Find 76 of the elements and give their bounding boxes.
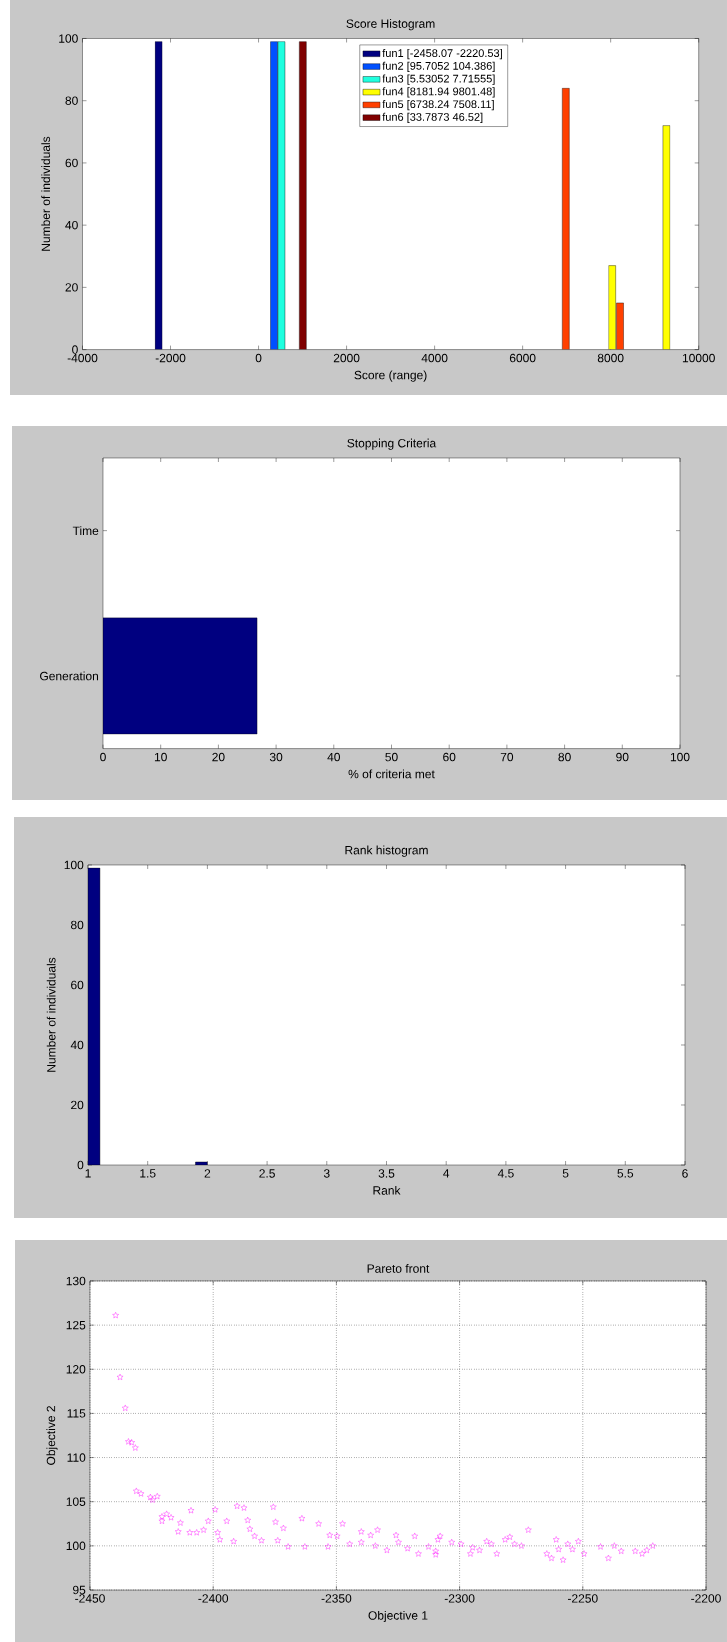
x-tick-label: 2.5: [259, 1169, 275, 1178]
y-tick-label: 0: [77, 1160, 84, 1170]
y-tick-label: 120: [66, 1365, 86, 1374]
bar: [154, 41, 163, 350]
y-tick-label: 60: [65, 158, 78, 168]
x-axis-title: Objective 1: [368, 1610, 428, 1623]
chart-title: Rank histogram: [345, 845, 428, 857]
x-tick-label: 6000: [509, 353, 536, 363]
x-tick-label: 80: [558, 752, 571, 762]
x-tick-label: 0: [255, 353, 262, 363]
x-tick-label: -2250: [567, 1594, 598, 1603]
legend-label: fun6 [33.7873 46.52]: [382, 112, 483, 124]
x-tick-label: 30: [269, 752, 283, 762]
x-tick-label: 8000: [597, 353, 624, 363]
chart-title: Pareto front: [367, 1263, 430, 1273]
legend-label: fun5 [6738.24 7508.11]: [382, 100, 494, 111]
legend-label: fun2 [95.7052 104.386]: [382, 61, 495, 72]
x-tick-label: 0: [100, 752, 106, 762]
legend-label: fun3 [5.53052 7.71555]: [382, 74, 495, 85]
x-tick-label: 4000: [421, 353, 448, 363]
y-tick-label: 95: [73, 1585, 86, 1595]
x-tick-label: -2300: [444, 1594, 475, 1603]
y-tick-label: 100: [66, 1541, 86, 1551]
x-tick-label: 3: [323, 1169, 330, 1178]
y-tick-label: 40: [70, 1040, 84, 1050]
y-axis-title: Number of individuals: [46, 957, 56, 1072]
y-tick-label: 80: [65, 96, 78, 105]
chart-title: Score Histogram: [346, 19, 435, 31]
x-tick-label: 10: [154, 752, 167, 762]
x-tick-label: 60: [443, 752, 456, 762]
y-axis-title: Objective 2: [46, 1406, 58, 1465]
x-tick-label: 2: [204, 1169, 211, 1178]
x-tick-label: 6: [682, 1169, 688, 1178]
y-tick-label: 20: [65, 283, 78, 292]
x-axis-title: Score (range): [354, 370, 427, 382]
x-tick-label: -2200: [691, 1594, 721, 1603]
y-tick-label: 0: [72, 345, 78, 354]
chart-title: Stopping Criteria: [347, 438, 437, 450]
y-tick-label: Generation: [40, 671, 99, 681]
x-tick-label: -2350: [321, 1594, 352, 1603]
y-tick-label: 80: [70, 920, 84, 930]
x-tick-label: 5.5: [617, 1169, 634, 1178]
x-tick-label: 1.5: [140, 1169, 156, 1178]
x-tick-label: 20: [212, 752, 225, 762]
x-tick-label: 40: [327, 752, 341, 762]
x-tick-label: 3.5: [378, 1169, 395, 1178]
x-tick-label: -2000: [155, 353, 186, 363]
x-tick-label: 1: [85, 1169, 91, 1178]
x-tick-label: 50: [385, 752, 398, 762]
y-tick-label: 100: [64, 860, 84, 870]
y-tick-label: 60: [71, 980, 84, 990]
x-tick-label: 4: [443, 1169, 450, 1178]
y-tick-label: 40: [65, 220, 78, 230]
x-tick-label: 70: [500, 752, 514, 762]
x-tick-label: -2400: [198, 1594, 229, 1603]
x-axis-title: % of criteria met: [348, 769, 435, 779]
y-tick-label: 130: [66, 1276, 86, 1286]
x-tick-label: 10000: [682, 353, 715, 363]
x-tick-label: 2000: [333, 353, 360, 363]
x-tick-label: -2450: [75, 1594, 105, 1603]
x-tick-label: 5: [562, 1169, 569, 1178]
y-tick-label: 125: [66, 1320, 86, 1330]
legend-label: fun4 [8181.94 9801.48]: [382, 87, 495, 98]
x-tick-label: 90: [616, 752, 629, 762]
y-tick-label: Time: [72, 526, 99, 536]
x-tick-label: 100: [670, 752, 690, 762]
y-tick-label: 105: [66, 1497, 86, 1506]
x-axis-title: Rank: [373, 1185, 401, 1195]
y-tick-label: 110: [67, 1453, 86, 1462]
y-tick-label: 100: [59, 34, 78, 43]
y-tick-label: 20: [71, 1100, 84, 1110]
legend-label: fun1 [-2458.07 -2220.53]: [382, 48, 502, 60]
y-axis-title: Number of individuals: [41, 136, 51, 251]
x-tick-label: -4000: [67, 353, 98, 363]
y-tick-label: 115: [67, 1409, 86, 1418]
x-tick-label: 4.5: [497, 1169, 514, 1178]
